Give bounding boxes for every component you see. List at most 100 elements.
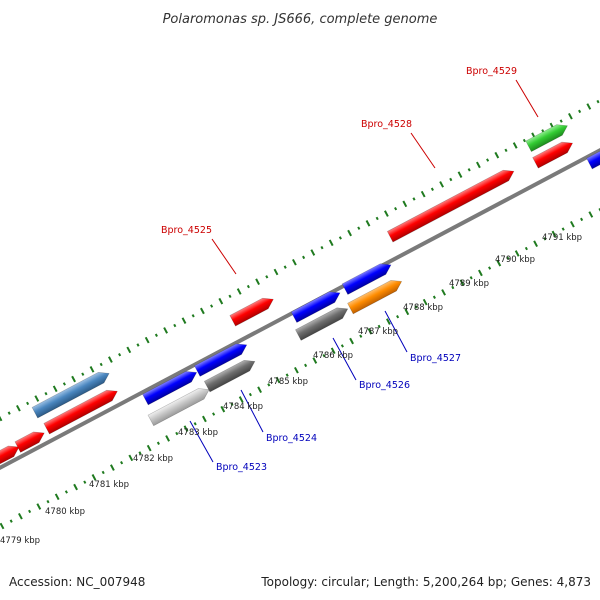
gene-arrow[interactable] <box>532 138 576 169</box>
label-layer: Bpro_4525 Bpro_4528 Bpro_4529 Bpro_4523 Bpro… <box>161 66 539 473</box>
gene-label[interactable]: Bpro_4528 <box>361 119 412 130</box>
scale-tick <box>156 441 160 445</box>
kbp-label: 4779 kbp <box>0 536 40 546</box>
scale-tick <box>108 356 113 363</box>
scale-tick <box>494 151 500 159</box>
kbp-label: 4785 kbp <box>268 377 308 387</box>
genome-summary-text: Topology: circular; Length: 5,200,264 bp… <box>260 575 591 589</box>
scale-tick <box>322 353 326 358</box>
scale-tick <box>283 265 287 269</box>
gene-arrow[interactable] <box>0 442 22 469</box>
kbp-label: 4787 kbp <box>358 327 398 337</box>
scale-tick <box>193 422 197 426</box>
gene-label[interactable]: Bpro_4527 <box>410 353 461 364</box>
scale-tick <box>218 297 224 305</box>
gene-arrow-bpro-4525[interactable] <box>229 294 276 327</box>
scale-tick <box>267 383 271 387</box>
gene-arrow[interactable] <box>290 288 343 323</box>
scale-tick <box>504 148 508 153</box>
scale-tick <box>154 333 158 337</box>
scale-tick <box>54 493 60 501</box>
kbp-label: 4782 kbp <box>133 454 173 464</box>
scale-tick <box>469 276 473 280</box>
gene-label[interactable]: Bpro_4529 <box>466 66 517 77</box>
scale-tick <box>451 285 455 290</box>
gene-arrow-bpro-4529[interactable] <box>525 120 571 152</box>
gene-label[interactable]: Bpro_4524 <box>266 433 317 444</box>
gene-arrow[interactable] <box>142 367 200 406</box>
scale-tick <box>0 522 5 530</box>
gene-arrow[interactable] <box>194 340 249 377</box>
leader-line <box>332 337 357 381</box>
scale-tick <box>551 230 557 238</box>
scale-tick <box>118 353 122 357</box>
scale-tick <box>486 158 490 162</box>
scale-tick <box>561 227 565 231</box>
scale-tick <box>367 328 373 335</box>
scale-tick <box>478 269 483 277</box>
gene-arrow[interactable] <box>31 368 112 419</box>
scale-tick <box>328 239 334 247</box>
scale-tick <box>220 405 226 413</box>
scale-tick <box>146 444 152 452</box>
scale-tick <box>533 240 538 248</box>
gene-arrow[interactable] <box>295 304 350 341</box>
scale-tick <box>375 216 379 221</box>
scale-tick <box>359 334 363 338</box>
scale-tick <box>9 519 13 523</box>
scale-tick <box>136 343 140 347</box>
scale-tick <box>340 344 344 348</box>
scale-tick <box>191 314 195 318</box>
scale-tick <box>163 327 168 334</box>
scale-tick <box>596 99 600 104</box>
kbp-label: 4781 kbp <box>89 480 129 490</box>
tick-layer <box>0 99 600 530</box>
scale-tick <box>34 395 40 402</box>
scale-tick <box>568 112 573 120</box>
scale-tick <box>439 181 444 188</box>
scale-tick <box>230 402 234 407</box>
scale-tick <box>430 187 434 191</box>
scale-tick <box>543 237 547 241</box>
accession-text: Accession: NC_007948 <box>9 575 145 589</box>
scale-tick <box>81 372 85 376</box>
scale-tick <box>126 346 132 354</box>
scale-tick <box>441 289 446 296</box>
gene-arrow-bpro-4527[interactable] <box>347 276 405 315</box>
scale-tick <box>522 138 526 143</box>
gene-label[interactable]: Bpro_4523 <box>216 462 267 473</box>
gene-layer <box>0 120 600 469</box>
scale-tick <box>580 217 584 222</box>
gene-arrow[interactable] <box>341 260 394 295</box>
map-title: Polaromonas sp. JS666, complete genome <box>163 12 438 27</box>
gene-arrow[interactable] <box>586 147 600 170</box>
scale-tick <box>496 259 502 267</box>
scale-tick <box>541 129 545 133</box>
gene-arrow[interactable] <box>14 428 47 453</box>
gene-arrow[interactable] <box>43 386 120 435</box>
scale-tick <box>71 375 76 383</box>
scale-tick <box>52 385 58 393</box>
scale-tick <box>64 490 68 494</box>
scale-tick <box>246 284 250 289</box>
gene-arrow-bpro-4528[interactable] <box>386 166 516 243</box>
scale-tick <box>173 323 177 328</box>
gene-label[interactable]: Bpro_4525 <box>161 225 212 236</box>
scale-tick <box>330 347 336 355</box>
scale-tick <box>26 401 30 406</box>
scale-tick <box>7 411 11 415</box>
scale-tick <box>310 249 316 256</box>
scale-tick <box>236 288 242 295</box>
scale-tick <box>18 512 23 520</box>
gene-arrow[interactable] <box>147 384 212 427</box>
leader-line <box>515 79 539 118</box>
gene-label[interactable]: Bpro_4526 <box>359 380 410 391</box>
scale-tick <box>255 278 260 286</box>
scale-tick <box>83 480 87 484</box>
scale-tick <box>0 415 3 422</box>
gene-arrow[interactable] <box>203 356 257 393</box>
scale-tick <box>449 177 453 182</box>
scale-tick <box>89 366 95 373</box>
scale-tick <box>588 211 594 218</box>
